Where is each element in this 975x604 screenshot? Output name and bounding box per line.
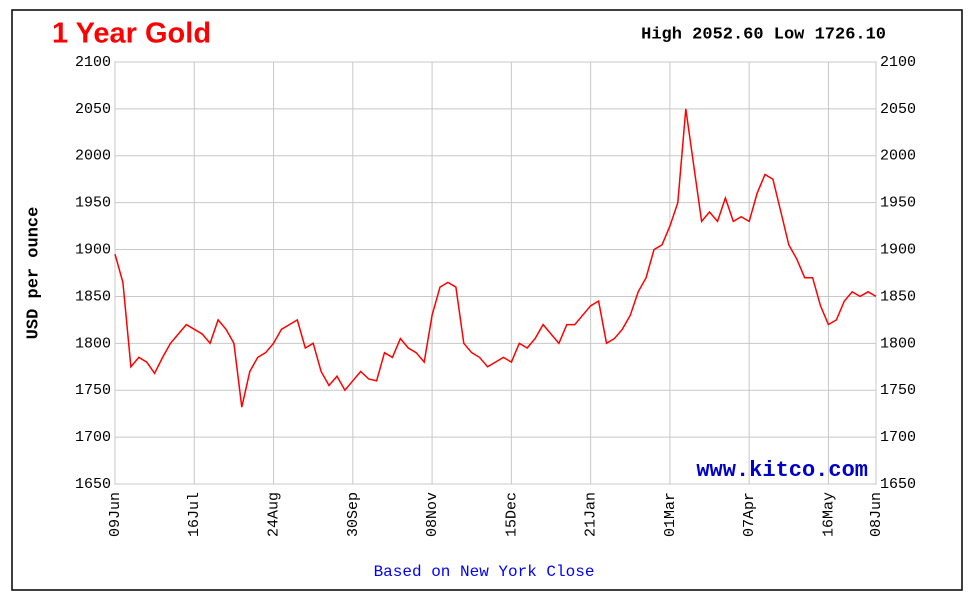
- y2-tick-label: 1700: [880, 429, 916, 446]
- x-tick-label: 21Jan: [583, 492, 600, 537]
- y-tick-label: 1750: [75, 382, 111, 399]
- y2-tick-label: 2000: [880, 148, 916, 165]
- y-tick-label: 1950: [75, 195, 111, 212]
- subtitle: High 2052.60 Low 1726.10: [641, 25, 886, 44]
- x-tick-label: 08Nov: [424, 492, 441, 537]
- y2-tick-label: 2100: [880, 54, 916, 71]
- y-tick-label: 1800: [75, 335, 111, 352]
- x-tick-label: 30Sep: [345, 492, 362, 537]
- x-tick-label: 16May: [820, 492, 837, 537]
- frame: [11, 9, 963, 591]
- x-tick-label: 16Jul: [186, 492, 203, 537]
- y-tick-label: 2050: [75, 101, 111, 118]
- x-tick-label: 09Jun: [107, 492, 124, 537]
- x-tick-label: 15Dec: [503, 492, 520, 537]
- footer: Based on New York Close: [374, 563, 595, 581]
- chart-title: 1 Year Gold: [52, 18, 211, 50]
- y-tick-label: 1700: [75, 429, 111, 446]
- y2-tick-label: 1900: [880, 242, 916, 259]
- y-tick-label: 1900: [75, 242, 111, 259]
- y2-tick-label: 2050: [880, 101, 916, 118]
- y-tick-label: 1650: [75, 476, 111, 493]
- y-tick-label: 2100: [75, 54, 111, 71]
- price-line: [114, 108, 877, 408]
- y-tick-label: 1850: [75, 288, 111, 305]
- y-axis-label: USD per ounce: [24, 207, 43, 340]
- y2-tick-label: 1800: [880, 335, 916, 352]
- x-tick-label: 24Aug: [266, 492, 283, 537]
- y-tick-label: 2000: [75, 148, 111, 165]
- y2-tick-label: 1750: [880, 382, 916, 399]
- y2-tick-label: 1650: [880, 476, 916, 493]
- watermark: www.kitco.com: [696, 458, 868, 483]
- y2-tick-label: 1850: [880, 288, 916, 305]
- x-tick-label: 08Jun: [868, 492, 885, 537]
- x-tick-label: 01Mar: [662, 492, 679, 537]
- y2-tick-label: 1950: [880, 195, 916, 212]
- x-tick-label: 07Apr: [741, 492, 758, 537]
